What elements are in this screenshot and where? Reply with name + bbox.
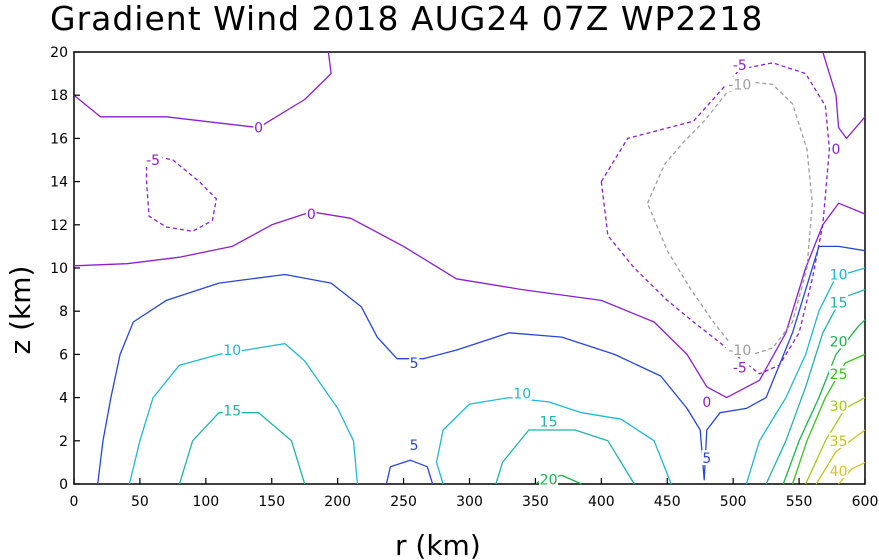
- contour-line-level-30-seg-0: [805, 397, 866, 485]
- contour-label: 15: [223, 404, 241, 420]
- contour-label-bg: [701, 450, 713, 466]
- y-axis-label: z (km): [4, 266, 37, 355]
- x-tick-label: 500: [720, 494, 747, 510]
- contour-label-bg: [408, 355, 420, 370]
- y-axis-ticks: 0 2 4 6 8 10 12 14 16 18 20: [50, 45, 80, 493]
- x-tick-label: 250: [390, 494, 417, 510]
- contour-label: 15: [540, 414, 558, 430]
- contour-label-bg: [829, 266, 849, 282]
- plot-frame: [73, 51, 866, 485]
- contour-label: 5: [410, 356, 419, 372]
- contour-line-level-10-seg-0: [128, 342, 359, 485]
- contour-line-level-15-seg-2: [765, 288, 866, 485]
- contour-line-level-10-seg-1: [435, 396, 672, 485]
- contour-line-level-0-seg-0: [73, 51, 332, 129]
- contour-label: 15: [830, 296, 848, 312]
- contour-label: 10: [223, 343, 241, 359]
- y-tick-label: 16: [50, 131, 68, 147]
- x-tick-label: 550: [786, 494, 813, 510]
- y-tick-label: 8: [59, 304, 68, 320]
- contour-label: -5: [733, 58, 747, 74]
- y-tick-label: 14: [50, 175, 68, 191]
- contour-label-bg: [539, 413, 559, 429]
- contour-label-bg: [730, 57, 750, 72]
- contour-label-bg: [829, 463, 849, 478]
- contour-line-level-20-seg-1: [782, 319, 866, 485]
- contour-label-bg: [726, 76, 754, 92]
- y-tick-label: 12: [50, 218, 68, 234]
- contour-label-bg: [143, 152, 163, 167]
- contour-label: 25: [830, 367, 848, 383]
- contour-line-level-25-seg-0: [791, 353, 866, 485]
- x-tick-label: 100: [192, 494, 219, 510]
- chart-title: Gradient Wind 2018 AUG24 07Z WP2218: [50, 0, 763, 38]
- contour-label-bg: [829, 365, 849, 381]
- contour-label: 10: [513, 386, 531, 402]
- x-axis-label: r (km): [395, 529, 481, 560]
- contour-label-bg: [222, 342, 242, 358]
- contour-line-level-40-seg-0: [838, 461, 866, 485]
- y-tick-label: 18: [50, 88, 68, 104]
- y-tick-label: 6: [59, 347, 68, 363]
- contour-line-level-15-seg-1: [495, 429, 635, 485]
- contour-label: 30: [830, 399, 848, 415]
- y-tick-label: 4: [59, 391, 68, 407]
- contour-label-bg: [829, 432, 849, 448]
- contour-label-layer: 0000-5-5-5-10-10555101010151515202025303…: [143, 57, 849, 489]
- x-tick-label: 200: [324, 494, 351, 510]
- contour-layer: [73, 51, 866, 485]
- contour-label-bg: [253, 119, 264, 135]
- x-tick-label: 600: [852, 494, 879, 510]
- contour-line-level-neg5-seg-1: [600, 62, 831, 375]
- x-tick-label: 350: [522, 494, 549, 510]
- contour-label: 20: [540, 473, 558, 489]
- y-tick-label: 0: [59, 477, 68, 493]
- contour-label-bg: [726, 342, 754, 358]
- contour-label-bg: [408, 437, 420, 453]
- contour-label-bg: [701, 393, 713, 409]
- contour-label: 0: [702, 395, 711, 411]
- contour-line-level-5-seg-0: [97, 245, 866, 485]
- contour-label: 0: [307, 207, 316, 223]
- contour-line-level-0-seg-2: [822, 51, 866, 140]
- contour-line-level-35-seg-0: [815, 429, 866, 485]
- x-tick-label: 400: [588, 494, 615, 510]
- contour-label-bg: [829, 294, 849, 310]
- contour-label: 40: [830, 464, 848, 480]
- x-tick-label: 50: [131, 494, 149, 510]
- contour-line-level-15-seg-0: [178, 412, 306, 485]
- y-tick-label: 2: [59, 434, 68, 450]
- y-tick-label: 20: [50, 45, 68, 61]
- x-tick-label: 150: [258, 494, 285, 510]
- contour-label: -5: [733, 360, 747, 376]
- contour-line-level-0-seg-1: [73, 202, 866, 399]
- contour-label-bg: [306, 206, 317, 221]
- x-tick-label: 450: [654, 494, 681, 510]
- x-tick-label: 0: [70, 494, 79, 510]
- contour-label: 10: [830, 268, 848, 284]
- contour-line-level-neg5-seg-0: [145, 155, 218, 232]
- contour-label-bg: [539, 471, 559, 487]
- x-tick-label: 300: [456, 494, 483, 510]
- contour-label-bg: [730, 359, 750, 375]
- y-tick-label: 10: [50, 261, 68, 277]
- contour-label: 5: [410, 438, 419, 454]
- contour-line-level-neg10-seg-0: [646, 81, 813, 356]
- contour-label: -10: [728, 343, 751, 359]
- contour-label-bg: [829, 398, 849, 414]
- contour-label: 0: [254, 121, 263, 137]
- contour-label-bg: [830, 141, 842, 157]
- contour-label: -5: [146, 153, 160, 169]
- contour-label: 5: [702, 451, 711, 467]
- contour-label: 0: [832, 142, 841, 158]
- contour-label: 35: [830, 434, 848, 450]
- x-axis-ticks: 0 50 100 150 200 250 300 350 400 450 500 550 600: [70, 478, 879, 510]
- contour-label: -10: [728, 77, 751, 93]
- contour-label: 20: [830, 334, 848, 350]
- contour-line-level-5-seg-1: [385, 459, 434, 485]
- contour-label-bg: [512, 385, 532, 401]
- contour-label-bg: [829, 333, 849, 349]
- contour-label-bg: [222, 402, 242, 418]
